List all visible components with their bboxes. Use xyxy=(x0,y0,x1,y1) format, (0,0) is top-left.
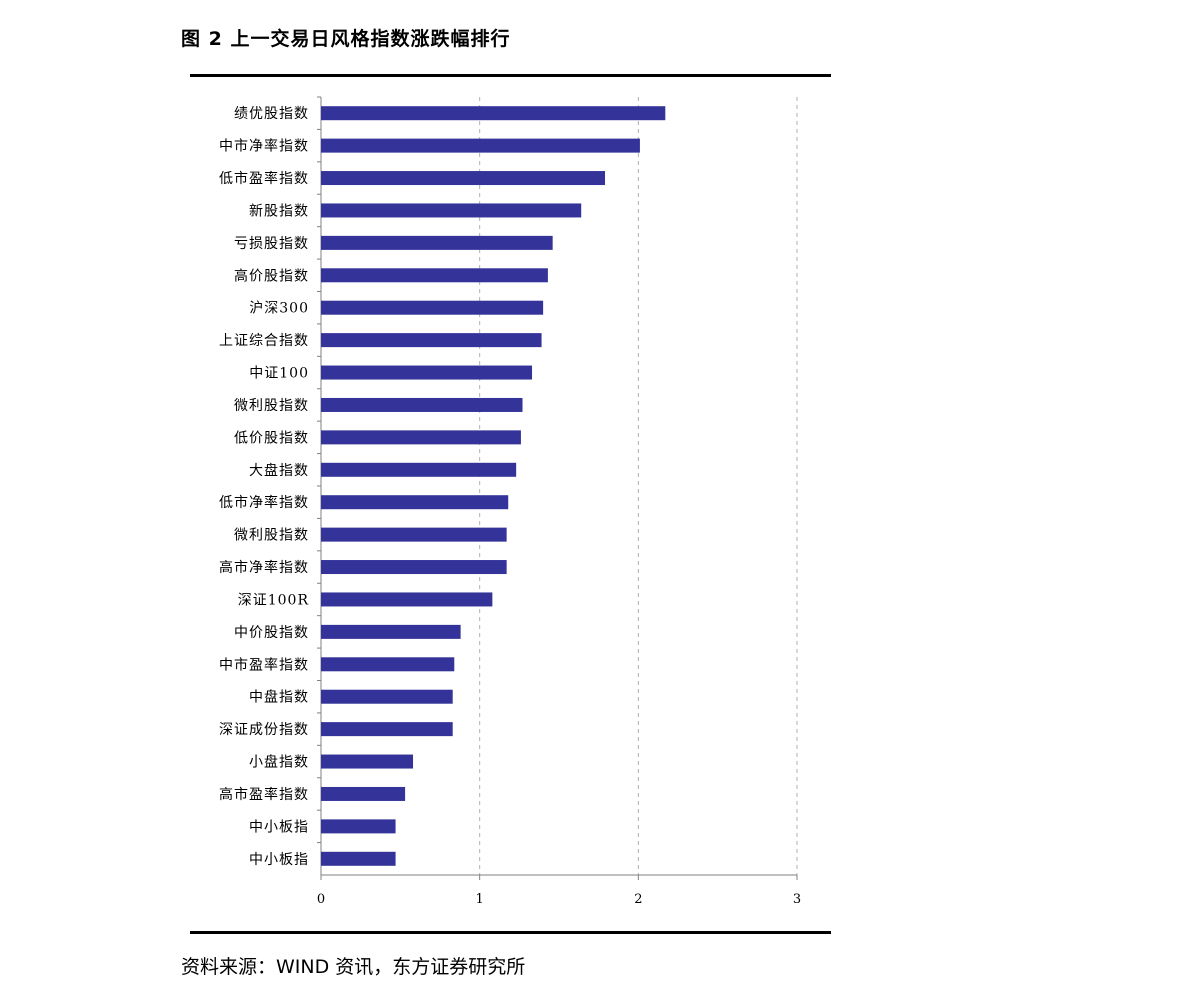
category-label: 中市盈率指数 xyxy=(219,656,309,673)
bar xyxy=(321,462,517,477)
category-label: 低市盈率指数 xyxy=(219,170,309,187)
category-label: 高市盈率指数 xyxy=(219,786,309,803)
category-label: 中证100 xyxy=(249,366,309,382)
category-label: 中小板指 xyxy=(249,819,309,835)
category-label: 深证100R xyxy=(238,592,309,608)
bar xyxy=(321,333,542,348)
category-label: 低市净率指数 xyxy=(219,494,309,511)
bar xyxy=(321,851,396,866)
x-tick-label: 0 xyxy=(317,892,325,907)
x-tick-label: 2 xyxy=(634,892,642,907)
category-label: 高价股指数 xyxy=(234,267,309,284)
source-note: 资料来源：WIND 资讯，东方证券研究所 xyxy=(181,956,526,978)
bar xyxy=(321,786,406,801)
category-label: 小盘指数 xyxy=(249,754,309,771)
category-label: 中盘指数 xyxy=(249,689,309,706)
category-label: 深证成份指数 xyxy=(219,722,309,738)
category-label: 大盘指数 xyxy=(249,462,309,479)
category-label: 沪深300 xyxy=(249,301,309,317)
category-label: 微利股指数 xyxy=(234,398,309,414)
bar xyxy=(321,138,640,153)
bar xyxy=(321,527,507,542)
bar xyxy=(321,268,548,283)
x-tick-label: 1 xyxy=(476,892,484,907)
category-label: 上证综合指数 xyxy=(219,333,309,349)
figure-title: 图 2 上一交易日风格指数涨跌幅排行 xyxy=(181,28,511,50)
category-label: 新股指数 xyxy=(249,203,309,219)
bar xyxy=(321,819,396,834)
bar xyxy=(321,689,453,704)
x-tick-label: 3 xyxy=(793,892,801,907)
category-label: 亏损股指数 xyxy=(234,236,309,252)
bar xyxy=(321,300,544,315)
bar xyxy=(321,171,606,186)
bar xyxy=(321,235,553,250)
bar xyxy=(321,592,493,607)
category-label: 中市净率指数 xyxy=(219,138,309,155)
bar xyxy=(321,560,507,575)
category-label: 微利股指数 xyxy=(234,528,309,544)
bar xyxy=(321,754,414,769)
bar xyxy=(321,203,582,218)
category-label: 中价股指数 xyxy=(234,625,309,641)
bar xyxy=(321,430,521,445)
category-label: 中小板指 xyxy=(249,852,309,868)
bar xyxy=(321,495,509,510)
bar xyxy=(321,365,533,380)
bottom-rule xyxy=(190,931,831,934)
category-label: 低价股指数 xyxy=(234,430,309,446)
top-rule xyxy=(190,74,831,77)
bar xyxy=(321,624,461,639)
bar xyxy=(321,657,455,672)
bar xyxy=(321,397,523,412)
bar xyxy=(321,106,666,121)
bar xyxy=(321,722,453,737)
category-label: 高市净率指数 xyxy=(219,559,309,576)
category-label: 绩优股指数 xyxy=(234,106,309,122)
